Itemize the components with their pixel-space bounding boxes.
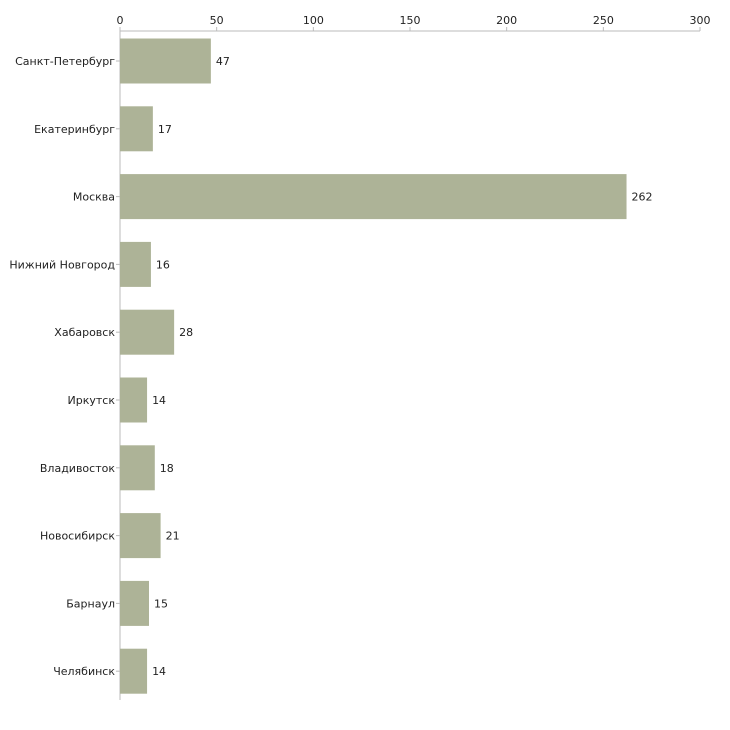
category-label: Новосибирск xyxy=(40,530,115,543)
value-label: 47 xyxy=(216,55,230,68)
x-tick-label: 250 xyxy=(593,14,614,27)
category-label: Екатеринбург xyxy=(34,123,115,136)
bar xyxy=(120,648,148,694)
x-tick-label: 100 xyxy=(303,14,324,27)
value-label: 14 xyxy=(152,665,166,678)
x-tick-label: 150 xyxy=(400,14,421,27)
bar xyxy=(120,513,161,559)
value-label: 15 xyxy=(154,597,168,610)
x-tick-label: 300 xyxy=(690,14,711,27)
value-label: 17 xyxy=(158,123,172,136)
value-label: 262 xyxy=(632,191,653,204)
bar xyxy=(120,174,627,220)
value-label: 14 xyxy=(152,394,166,407)
category-label: Барнаул xyxy=(66,597,115,610)
bar xyxy=(120,377,148,423)
category-label: Иркутск xyxy=(68,394,116,407)
value-label: 18 xyxy=(160,462,174,475)
x-tick-label: 0 xyxy=(117,14,124,27)
value-label: 16 xyxy=(156,258,170,271)
category-label: Санкт-Петербург xyxy=(15,55,115,68)
bar xyxy=(120,38,211,84)
value-label: 21 xyxy=(166,530,180,543)
x-tick-label: 50 xyxy=(210,14,224,27)
bar xyxy=(120,241,151,287)
axis-layer: 0 50 100 150 200 250 300 xyxy=(116,14,711,700)
bar xyxy=(120,580,149,626)
bar xyxy=(120,445,155,491)
bars-layer xyxy=(120,38,627,694)
bar xyxy=(120,106,153,152)
bar xyxy=(120,309,175,355)
category-label: Владивосток xyxy=(40,462,115,475)
value-label: 28 xyxy=(179,326,193,339)
x-tick-label: 200 xyxy=(496,14,517,27)
category-label: Хабаровск xyxy=(54,326,115,339)
category-label: Нижний Новгород xyxy=(9,258,115,271)
category-label: Челябинск xyxy=(53,665,115,678)
category-label: Москва xyxy=(73,191,115,204)
labels-layer: Санкт-Петербург 47 Екатеринбург 17 Москва 262… xyxy=(9,55,652,678)
